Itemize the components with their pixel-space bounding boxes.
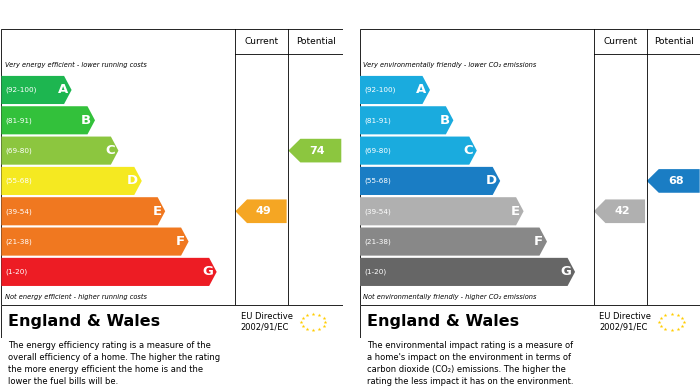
Text: A: A: [416, 83, 426, 97]
Text: (69-80): (69-80): [364, 147, 391, 154]
Polygon shape: [360, 106, 454, 135]
Polygon shape: [1, 197, 165, 225]
Text: B: B: [440, 114, 449, 127]
Polygon shape: [1, 76, 71, 104]
Text: Current: Current: [603, 37, 637, 46]
Polygon shape: [1, 167, 142, 195]
Text: 42: 42: [614, 206, 630, 216]
Text: B: B: [81, 114, 91, 127]
Polygon shape: [360, 197, 524, 225]
Polygon shape: [1, 136, 118, 165]
Text: (21-38): (21-38): [6, 239, 32, 245]
Text: F: F: [534, 235, 543, 248]
Text: Not energy efficient - higher running costs: Not energy efficient - higher running co…: [5, 294, 147, 300]
Polygon shape: [360, 228, 547, 256]
Text: The energy efficiency rating is a measure of the
overall efficiency of a home. T: The energy efficiency rating is a measur…: [8, 341, 220, 386]
Text: (81-91): (81-91): [6, 117, 32, 124]
Text: F: F: [176, 235, 185, 248]
Text: Current: Current: [245, 37, 279, 46]
Text: 68: 68: [668, 176, 684, 186]
Text: C: C: [105, 144, 115, 157]
Text: (81-91): (81-91): [364, 117, 391, 124]
Polygon shape: [1, 258, 217, 286]
Polygon shape: [360, 76, 430, 104]
Text: (1-20): (1-20): [364, 269, 386, 275]
Text: D: D: [485, 174, 496, 187]
Text: England & Wales: England & Wales: [367, 314, 519, 329]
Text: G: G: [202, 265, 213, 278]
Text: (92-100): (92-100): [364, 87, 395, 93]
Text: (69-80): (69-80): [6, 147, 32, 154]
Text: (55-68): (55-68): [364, 178, 391, 184]
Text: (1-20): (1-20): [6, 269, 27, 275]
Text: C: C: [463, 144, 473, 157]
Polygon shape: [360, 258, 575, 286]
Text: Not environmentally friendly - higher CO₂ emissions: Not environmentally friendly - higher CO…: [363, 294, 537, 300]
Text: Energy Efficiency Rating: Energy Efficiency Rating: [6, 8, 169, 21]
Polygon shape: [594, 199, 645, 223]
Text: A: A: [57, 83, 68, 97]
Text: (55-68): (55-68): [6, 178, 32, 184]
Text: D: D: [127, 174, 138, 187]
Text: EU Directive
2002/91/EC: EU Directive 2002/91/EC: [241, 312, 293, 332]
Text: (92-100): (92-100): [6, 87, 37, 93]
Text: 49: 49: [256, 206, 272, 216]
Text: E: E: [511, 205, 520, 218]
Text: Potential: Potential: [295, 37, 335, 46]
Text: Potential: Potential: [654, 37, 694, 46]
Text: (39-54): (39-54): [6, 208, 32, 215]
Text: England & Wales: England & Wales: [8, 314, 160, 329]
Polygon shape: [235, 199, 286, 223]
Text: E: E: [153, 205, 162, 218]
Text: EU Directive
2002/91/EC: EU Directive 2002/91/EC: [599, 312, 651, 332]
Text: Environmental Impact (CO₂) Rating: Environmental Impact (CO₂) Rating: [365, 8, 597, 21]
Text: The environmental impact rating is a measure of
a home's impact on the environme: The environmental impact rating is a mea…: [367, 341, 573, 386]
Polygon shape: [288, 139, 342, 162]
Text: (39-54): (39-54): [364, 208, 391, 215]
Polygon shape: [1, 106, 95, 135]
Polygon shape: [1, 228, 188, 256]
Text: Very energy efficient - lower running costs: Very energy efficient - lower running co…: [5, 61, 147, 68]
Polygon shape: [360, 167, 500, 195]
Polygon shape: [360, 136, 477, 165]
Polygon shape: [647, 169, 700, 193]
Text: G: G: [561, 265, 571, 278]
Text: (21-38): (21-38): [364, 239, 391, 245]
Text: 74: 74: [309, 145, 326, 156]
Text: Very environmentally friendly - lower CO₂ emissions: Very environmentally friendly - lower CO…: [363, 61, 537, 68]
